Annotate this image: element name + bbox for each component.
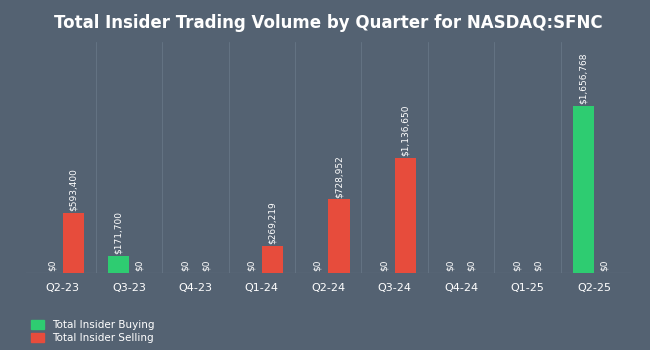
Bar bbox=[108, 256, 129, 273]
Text: $269,219: $269,219 bbox=[268, 201, 277, 244]
Bar bbox=[328, 199, 350, 273]
Bar bbox=[395, 158, 416, 273]
Text: $0: $0 bbox=[47, 260, 57, 271]
Legend: Total Insider Buying, Total Insider Selling: Total Insider Buying, Total Insider Sell… bbox=[31, 320, 155, 343]
Text: $0: $0 bbox=[247, 260, 255, 271]
Bar bbox=[262, 246, 283, 273]
Text: $0: $0 bbox=[600, 260, 609, 271]
Text: $728,952: $728,952 bbox=[334, 155, 343, 197]
Text: $593,400: $593,400 bbox=[69, 168, 77, 211]
Text: $0: $0 bbox=[534, 260, 543, 271]
Text: $171,700: $171,700 bbox=[114, 211, 123, 254]
Text: $0: $0 bbox=[512, 260, 521, 271]
Text: $1,656,768: $1,656,768 bbox=[579, 52, 588, 104]
Bar bbox=[573, 106, 594, 273]
Text: $0: $0 bbox=[180, 260, 189, 271]
Text: $0: $0 bbox=[135, 260, 144, 271]
Text: $1,136,650: $1,136,650 bbox=[401, 105, 410, 156]
Bar bbox=[62, 213, 84, 273]
Text: $0: $0 bbox=[446, 260, 455, 271]
Text: $0: $0 bbox=[202, 260, 211, 271]
Text: $0: $0 bbox=[313, 260, 322, 271]
Text: $0: $0 bbox=[467, 260, 476, 271]
Text: $0: $0 bbox=[380, 260, 389, 271]
Title: Total Insider Trading Volume by Quarter for NASDAQ:SFNC: Total Insider Trading Volume by Quarter … bbox=[54, 14, 603, 32]
